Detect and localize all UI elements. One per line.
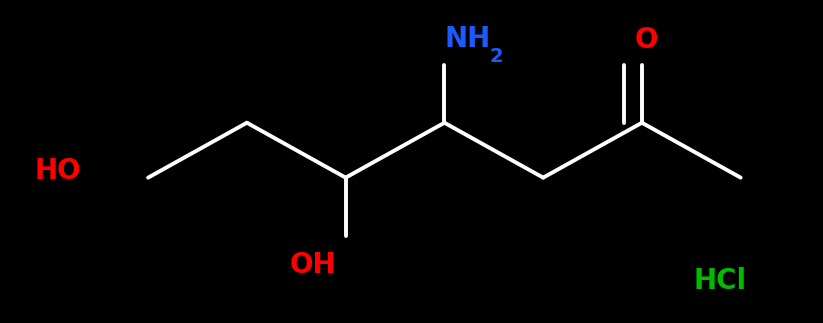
Text: O: O <box>635 26 658 54</box>
Text: HO: HO <box>35 157 81 185</box>
Text: OH: OH <box>290 251 336 279</box>
Text: NH: NH <box>444 25 491 53</box>
Text: HCl: HCl <box>694 267 746 295</box>
Text: 2: 2 <box>490 47 504 66</box>
